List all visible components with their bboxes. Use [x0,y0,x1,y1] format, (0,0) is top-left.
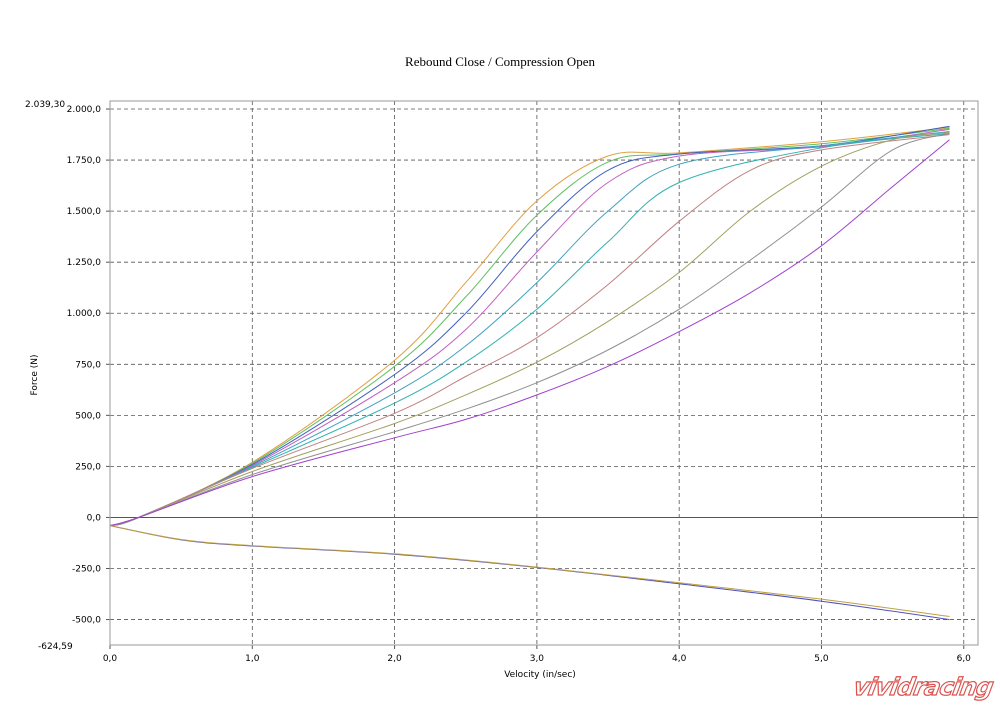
y-max-label: 2.039,30 [25,100,65,110]
series-line-11 [109,525,950,621]
plot-frame [109,100,979,646]
x-axis-label: Velocity (in/sec) [504,670,576,680]
y-axis-label: Force (N) [30,355,40,396]
chart-title: Rebound Close / Compression Open [405,54,595,69]
series-line-10 [109,139,950,527]
series-line-7 [109,134,950,527]
y-tick-label: 750,0 [75,360,101,370]
x-tick-label: 4,0 [672,654,687,664]
x-tick-label: 5,0 [814,654,829,664]
x-tick-label: 6,0 [957,654,972,664]
series-line-12 [109,525,950,617]
y-tick-label: -500,0 [72,616,101,626]
y-tick-label: 0,0 [87,513,102,523]
series-line-9 [109,133,950,527]
y-tick-label: 250,0 [75,462,101,472]
y-tick-label: 1.750,0 [67,156,102,166]
y-tick-label: 1.000,0 [67,309,102,319]
series-line-2 [109,127,950,527]
series-line-6 [109,133,950,527]
y-tick-label: 1.250,0 [67,258,102,268]
watermark-logo: vividracing [851,673,995,701]
axis-ticks: 0,0 1,0 2,0 3,0 4,0 5,0 6,0 -500,0 -250,0 0,0 250,… [67,105,972,664]
x-tick-label: 3,0 [530,654,545,664]
y-min-label: -624,59 [38,642,73,652]
series-line-8 [109,132,950,527]
series-line-5 [109,131,950,527]
grid-lines [110,101,978,645]
y-tick-label: 500,0 [75,411,101,421]
y-tick-label: -250,0 [72,565,101,575]
x-tick-label: 2,0 [387,654,402,664]
y-tick-label: 1.500,0 [67,207,102,217]
curve-series [109,125,950,621]
y-tick-label: 2.000,0 [67,105,102,115]
x-tick-label: 0,0 [103,654,118,664]
series-line-3 [109,125,950,527]
series-line-1 [109,126,950,527]
series-line-4 [109,128,950,527]
x-tick-label: 1,0 [245,654,260,664]
